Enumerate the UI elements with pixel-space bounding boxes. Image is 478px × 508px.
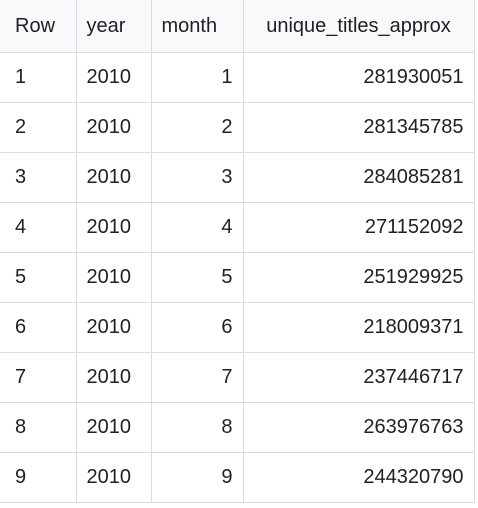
table-row: 1 2010 1 281930051: [0, 52, 475, 103]
column-header-unique-titles-approx: unique_titles_approx: [242, 0, 475, 53]
year-cell: 2010: [75, 102, 152, 153]
unique-titles-approx-cell: 251929925: [242, 252, 475, 303]
column-header-row: Row: [0, 0, 77, 53]
year-cell: 2010: [75, 52, 152, 103]
row-number-cell: 8: [0, 402, 77, 453]
row-number-cell: 2: [0, 102, 77, 153]
unique-titles-approx-cell: 218009371: [242, 302, 475, 353]
month-cell: 7: [150, 352, 244, 403]
column-header-month: month: [150, 0, 244, 53]
table-row: 3 2010 3 284085281: [0, 152, 475, 203]
year-cell: 2010: [75, 352, 152, 403]
month-cell: 5: [150, 252, 244, 303]
table-row: 6 2010 6 218009371: [0, 302, 475, 353]
unique-titles-approx-cell: 244320790: [242, 452, 475, 503]
month-cell: 6: [150, 302, 244, 353]
table-row: 9 2010 9 244320790: [0, 452, 475, 503]
year-cell: 2010: [75, 152, 152, 203]
table-header-row: Row year month unique_titles_approx: [0, 0, 475, 53]
table-row: 4 2010 4 271152092: [0, 202, 475, 253]
unique-titles-approx-cell: 263976763: [242, 402, 475, 453]
unique-titles-approx-cell: 271152092: [242, 202, 475, 253]
table-body: 1 2010 1 281930051 2 2010 2 281345785 3 …: [0, 52, 475, 503]
table-row: 2 2010 2 281345785: [0, 102, 475, 153]
year-cell: 2010: [75, 302, 152, 353]
month-cell: 3: [150, 152, 244, 203]
unique-titles-approx-cell: 281345785: [242, 102, 475, 153]
row-number-cell: 4: [0, 202, 77, 253]
month-cell: 8: [150, 402, 244, 453]
month-cell: 9: [150, 452, 244, 503]
month-cell: 4: [150, 202, 244, 253]
table-row: 7 2010 7 237446717: [0, 352, 475, 403]
column-header-year: year: [75, 0, 152, 53]
month-cell: 2: [150, 102, 244, 153]
row-number-cell: 5: [0, 252, 77, 303]
year-cell: 2010: [75, 252, 152, 303]
row-number-cell: 1: [0, 52, 77, 103]
table-row: 8 2010 8 263976763: [0, 402, 475, 453]
year-cell: 2010: [75, 402, 152, 453]
table-row: 5 2010 5 251929925: [0, 252, 475, 303]
year-cell: 2010: [75, 452, 152, 503]
row-number-cell: 3: [0, 152, 77, 203]
year-cell: 2010: [75, 202, 152, 253]
row-number-cell: 9: [0, 452, 77, 503]
row-number-cell: 6: [0, 302, 77, 353]
row-number-cell: 7: [0, 352, 77, 403]
unique-titles-approx-cell: 237446717: [242, 352, 475, 403]
month-cell: 1: [150, 52, 244, 103]
unique-titles-approx-cell: 281930051: [242, 52, 475, 103]
unique-titles-approx-cell: 284085281: [242, 152, 475, 203]
